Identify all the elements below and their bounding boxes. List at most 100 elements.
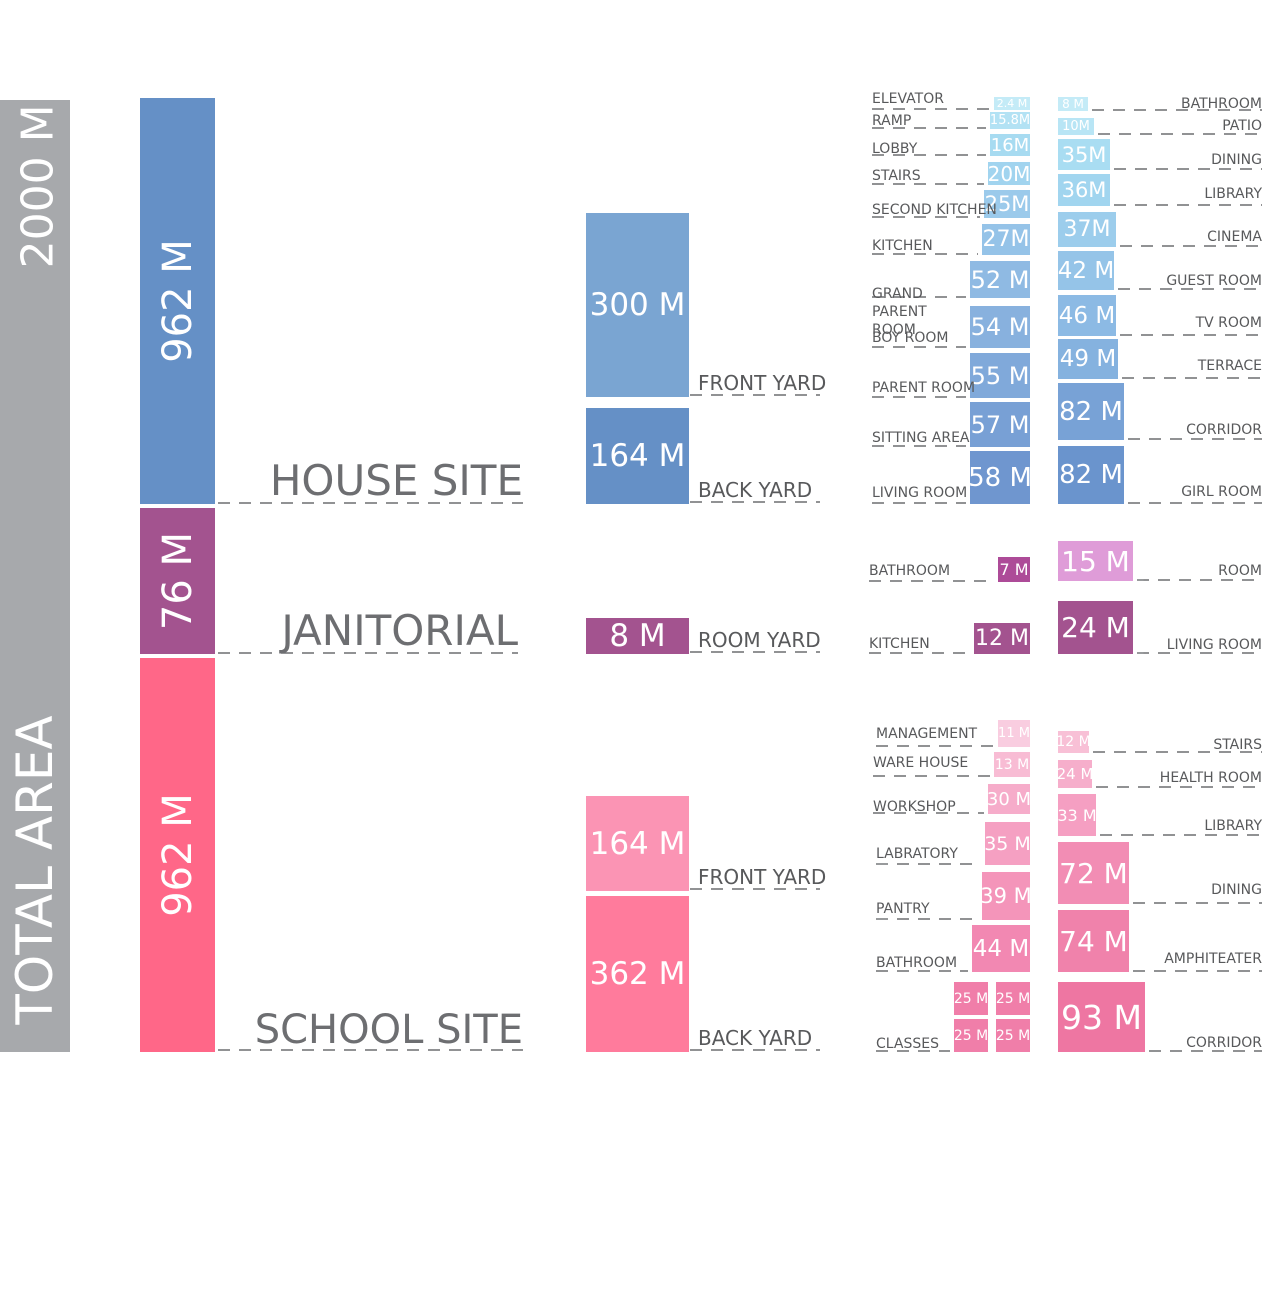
yard-bar xyxy=(586,408,689,504)
room-bar xyxy=(1058,760,1092,788)
room-label: ROOM xyxy=(1218,563,1262,579)
room-label: LIVING ROOM xyxy=(1166,637,1262,653)
room-label: CORRIDOR xyxy=(1186,422,1262,438)
room-label: KITCHEN xyxy=(869,636,930,652)
room-label: RAMP xyxy=(872,113,912,129)
room-bar xyxy=(988,162,1030,185)
room-label: BATHROOM xyxy=(876,955,958,971)
room-value: 42 M xyxy=(1058,257,1114,284)
room-value: 25 M xyxy=(954,990,988,1007)
room-value: 20M xyxy=(988,162,1030,185)
room-value: 39 M xyxy=(982,884,1030,908)
room-bar xyxy=(970,353,1030,398)
room-label: DINING xyxy=(1211,152,1262,168)
room-label: LOBBY xyxy=(872,141,918,157)
site-bar-house xyxy=(140,98,215,504)
room-bar xyxy=(970,451,1030,504)
room-bar xyxy=(1058,794,1096,836)
room-value: 49 M xyxy=(1059,346,1117,372)
room-bar xyxy=(1058,842,1129,904)
room-value: 12 M xyxy=(975,626,1029,651)
room-bar xyxy=(982,224,1030,255)
yard-bar xyxy=(586,213,689,397)
total-area-value: 2000 M xyxy=(12,104,64,268)
room-value: 12 M xyxy=(1058,734,1089,750)
room-label: HEALTH ROOM xyxy=(1159,770,1262,786)
room-bar xyxy=(972,925,1030,972)
yard-bar xyxy=(586,618,689,654)
room-value: 25 M xyxy=(996,990,1030,1007)
room-bar xyxy=(1058,139,1110,170)
room-label: TERRACE xyxy=(1197,358,1262,374)
room-bar xyxy=(1058,910,1129,972)
site-bar-janitorial xyxy=(140,508,215,654)
room-bar xyxy=(990,134,1030,156)
room-bar xyxy=(982,872,1030,920)
room-value: 58 M xyxy=(970,462,1030,493)
room-label: GIRL ROOM xyxy=(1181,484,1262,500)
room-bar xyxy=(985,822,1030,865)
room-bar xyxy=(974,623,1030,654)
room-bar xyxy=(1058,97,1088,111)
room-bar xyxy=(1058,601,1133,654)
yard-label: FRONT YARD xyxy=(698,371,827,395)
room-label: CORRIDOR xyxy=(1186,1035,1262,1051)
yard-label: BACK YARD xyxy=(698,478,813,502)
room-value: 44 M xyxy=(972,935,1030,962)
total-area-bar xyxy=(0,100,70,1052)
room-value: 37M xyxy=(1063,217,1111,242)
room-label: MANAGEMENT xyxy=(876,726,978,742)
room-bar xyxy=(996,1019,1030,1052)
yard-value: 362 M xyxy=(589,956,686,992)
yard-label: ROOM YARD xyxy=(698,628,821,652)
room-label: WARE HOUSE xyxy=(873,755,969,771)
room-value: 57 M xyxy=(970,410,1030,439)
room-bar xyxy=(1058,212,1116,247)
room-bar xyxy=(998,720,1030,747)
room-bar xyxy=(1058,118,1094,135)
room-bar xyxy=(1058,541,1133,581)
room-value: 33 M xyxy=(1058,805,1096,825)
room-value: 2.4 M xyxy=(996,97,1028,110)
site-area-house: 962 M xyxy=(155,239,201,363)
room-bar xyxy=(1058,251,1114,290)
room-label: PANTRY xyxy=(876,901,930,917)
yard-bar xyxy=(586,896,689,1052)
room-value: 82 M xyxy=(1059,460,1123,490)
room-value: 7 M xyxy=(999,560,1029,579)
room-label: CINEMA xyxy=(1207,229,1262,245)
room-value: 25 M xyxy=(954,1027,988,1044)
yard-value: 164 M xyxy=(589,825,686,862)
room-label: GUEST ROOM xyxy=(1166,273,1262,289)
room-value: 35 M xyxy=(985,832,1030,855)
room-bar xyxy=(994,97,1030,110)
room-value: 15.8M xyxy=(990,113,1030,128)
room-bar xyxy=(1058,982,1145,1052)
site-name-house: HOUSE SITE xyxy=(269,456,523,505)
room-bar xyxy=(1058,383,1124,440)
room-value: 93 M xyxy=(1061,997,1142,1037)
yard-value: 300 M xyxy=(589,287,686,323)
room-label: STAIRS xyxy=(1213,737,1262,753)
site-name-school: SCHOOL SITE xyxy=(254,1007,523,1053)
site-name-janitorial: JANITORIAL xyxy=(281,606,518,655)
room-value: 35M xyxy=(1061,142,1107,167)
room-label: GRAND PARENT ROOM xyxy=(872,286,927,338)
room-label: SITTING AREA xyxy=(872,430,970,446)
site-bar-school xyxy=(140,658,215,1052)
room-label: ELEVATOR xyxy=(872,91,944,107)
room-label: TV ROOM xyxy=(1195,315,1262,331)
room-bar xyxy=(984,190,1030,218)
room-value: 16M xyxy=(990,134,1030,156)
yard-value: 164 M xyxy=(589,438,686,474)
site-area-janitorial: 76 M xyxy=(155,531,201,631)
room-value: 27M xyxy=(982,227,1030,252)
room-value: 30 M xyxy=(988,788,1030,810)
room-label: BATHROOM xyxy=(1180,96,1262,112)
room-value: 15 M xyxy=(1061,544,1130,578)
room-label: WORKSHOP xyxy=(873,799,956,815)
site-area-school: 962 M xyxy=(155,793,201,917)
room-label: BATHROOM xyxy=(869,563,951,579)
